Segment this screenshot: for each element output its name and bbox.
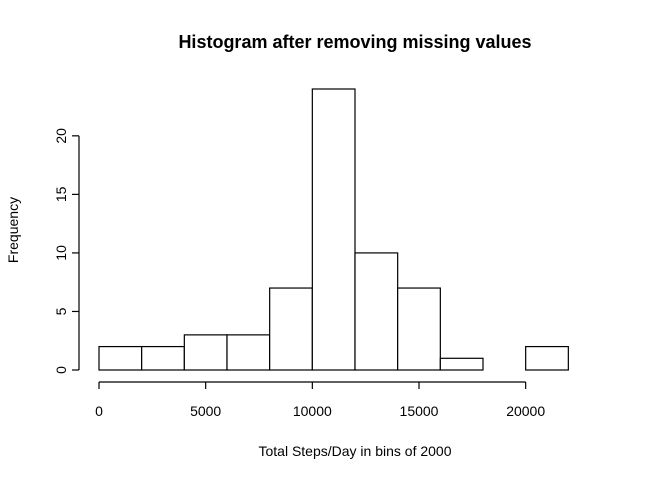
y-axis-label: Frequency [5, 197, 21, 263]
y-axis: 0 5 10 15 20 [53, 128, 80, 374]
bars-group [98, 88, 569, 371]
x-axis: 0 5000 10000 15000 20000 [95, 381, 545, 419]
chart-title: Histogram after removing missing values [178, 32, 531, 52]
histogram-bar-10 [525, 345, 569, 371]
x-tick-label: 0 [95, 403, 103, 419]
x-tick-label: 10000 [293, 403, 332, 419]
y-tick-label: 0 [53, 366, 69, 374]
x-tick-label: 15000 [400, 403, 439, 419]
histogram-bar-4 [269, 287, 313, 371]
histogram-bar-3 [226, 334, 271, 371]
histogram-bar-1 [141, 345, 185, 371]
histogram-bar-2 [183, 334, 228, 371]
y-tick-label: 15 [53, 186, 69, 202]
histogram-bar-7 [397, 287, 441, 371]
histogram-bar-5 [311, 88, 356, 371]
y-tick-label: 20 [53, 128, 69, 144]
histogram-bar-8 [439, 357, 484, 371]
histogram-bar-6 [354, 252, 399, 371]
histogram-bar-0 [98, 345, 143, 371]
y-tick-label: 5 [53, 307, 69, 315]
x-tick-label: 5000 [190, 403, 221, 419]
x-axis-label: Total Steps/Day in bins of 2000 [258, 443, 451, 459]
y-tick-label: 10 [53, 245, 69, 261]
x-tick-label: 20000 [506, 403, 545, 419]
